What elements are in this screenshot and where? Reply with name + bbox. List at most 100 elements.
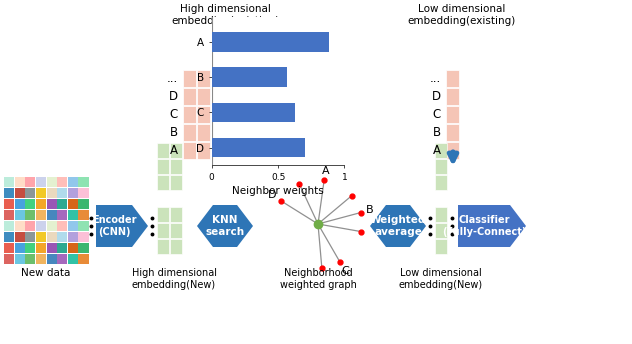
Polygon shape: [458, 205, 526, 247]
Text: A: A: [433, 144, 441, 157]
Bar: [170, 223, 182, 238]
Bar: [57, 176, 67, 187]
Bar: [446, 142, 459, 159]
Bar: [57, 254, 67, 264]
Text: High dimensional
embedding(New): High dimensional embedding(New): [131, 268, 217, 290]
Text: C: C: [433, 108, 441, 121]
Text: ...: ...: [167, 72, 178, 85]
Bar: [25, 187, 35, 198]
Bar: [57, 209, 67, 220]
Bar: [68, 187, 78, 198]
Bar: [25, 209, 35, 220]
Bar: [446, 70, 459, 87]
Bar: [68, 209, 78, 220]
Bar: [47, 243, 57, 253]
Bar: [4, 232, 14, 242]
Text: Weighted
average: Weighted average: [370, 215, 426, 237]
Text: KNN
search: KNN search: [205, 215, 245, 237]
Bar: [170, 143, 182, 158]
Bar: [47, 187, 57, 198]
Bar: [15, 254, 25, 264]
Bar: [57, 232, 67, 242]
Bar: [183, 124, 196, 141]
Bar: [78, 254, 88, 264]
Bar: [68, 243, 78, 253]
Bar: [47, 254, 57, 264]
Text: Neighborhood
weighted graph: Neighborhood weighted graph: [279, 268, 356, 290]
Bar: [36, 198, 46, 209]
Bar: [36, 187, 46, 198]
Bar: [15, 221, 25, 231]
Text: A: A: [170, 144, 178, 157]
Text: Low dimensional
embedding(existing): Low dimensional embedding(existing): [408, 4, 516, 25]
Bar: [197, 106, 210, 123]
Bar: [170, 159, 182, 174]
Bar: [78, 209, 88, 220]
Bar: [25, 198, 35, 209]
Bar: [446, 106, 459, 123]
Bar: [157, 239, 169, 254]
Bar: [25, 232, 35, 242]
Bar: [435, 175, 447, 190]
Bar: [212, 32, 329, 52]
Bar: [4, 176, 14, 187]
Bar: [170, 239, 182, 254]
Bar: [36, 232, 46, 242]
Bar: [197, 88, 210, 105]
Bar: [15, 243, 25, 253]
Bar: [25, 243, 35, 253]
Bar: [212, 138, 305, 157]
Bar: [15, 232, 25, 242]
Bar: [212, 67, 288, 87]
Text: A: A: [322, 165, 329, 175]
Bar: [4, 198, 14, 209]
Bar: [446, 88, 459, 105]
Bar: [212, 103, 295, 122]
Bar: [57, 243, 67, 253]
Bar: [197, 142, 210, 159]
Bar: [157, 175, 169, 190]
Bar: [157, 159, 169, 174]
Bar: [4, 221, 14, 231]
Polygon shape: [96, 205, 148, 247]
Bar: [183, 88, 196, 105]
Text: D: D: [432, 90, 441, 103]
Bar: [4, 254, 14, 264]
Text: Low dimensional
embedding(New): Low dimensional embedding(New): [399, 268, 483, 290]
Bar: [68, 221, 78, 231]
Bar: [36, 209, 46, 220]
Bar: [68, 254, 78, 264]
Text: High dimensional
embedding(existing): High dimensional embedding(existing): [171, 4, 279, 25]
Bar: [435, 143, 447, 158]
Bar: [15, 187, 25, 198]
Bar: [183, 142, 196, 159]
Bar: [183, 106, 196, 123]
Bar: [78, 187, 88, 198]
Bar: [183, 70, 196, 87]
Bar: [15, 176, 25, 187]
Bar: [78, 176, 88, 187]
Text: D: D: [268, 190, 276, 201]
Bar: [197, 70, 210, 87]
Bar: [25, 221, 35, 231]
Bar: [36, 176, 46, 187]
Bar: [36, 221, 46, 231]
Bar: [68, 176, 78, 187]
Text: ...: ...: [430, 72, 441, 85]
Bar: [170, 207, 182, 222]
Bar: [435, 207, 447, 222]
Bar: [4, 243, 14, 253]
Bar: [57, 187, 67, 198]
Bar: [68, 232, 78, 242]
Bar: [78, 232, 88, 242]
Bar: [57, 221, 67, 231]
Bar: [47, 198, 57, 209]
Bar: [47, 232, 57, 242]
Bar: [78, 243, 88, 253]
Text: B: B: [367, 205, 374, 215]
Text: B: B: [170, 126, 178, 139]
Bar: [435, 159, 447, 174]
Bar: [78, 198, 88, 209]
Bar: [197, 124, 210, 141]
Bar: [36, 243, 46, 253]
